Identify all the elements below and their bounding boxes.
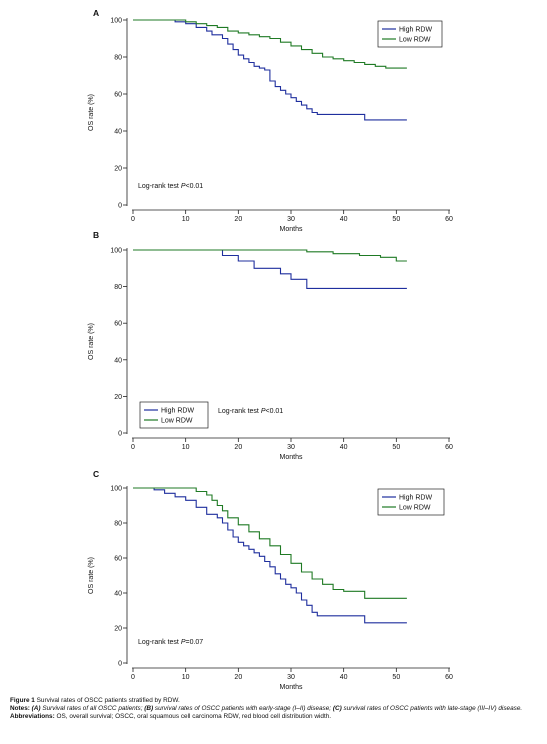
x-tick-label: 60	[445, 216, 453, 223]
x-axis-label: Months	[280, 684, 303, 690]
legend: High RDW Low RDW	[139, 401, 209, 429]
x-tick-label: 20	[234, 444, 242, 451]
logrank-prefix: Log-rank test	[218, 408, 261, 415]
series-line-low-rdw	[133, 19, 407, 69]
logrank-prefix: Log-rank test	[138, 639, 181, 646]
y-tick-label: 20	[114, 394, 122, 401]
logrank-prefix: Log-rank test	[138, 183, 181, 190]
x-tick-label: 30	[287, 444, 295, 451]
legend-label-low-rdw: Low RDW	[399, 37, 431, 44]
logrank-value: <0.01	[185, 183, 203, 190]
legend-box	[139, 401, 209, 429]
logrank-value: <0.01	[265, 408, 283, 415]
chart-panel-b: B 0 20 40 60 80 100 0 10 20 30 40 50 60 Months OS rate …	[88, 230, 453, 461]
note-b-text: survival rates of OSCC patients with ear…	[153, 705, 333, 713]
y-tick-label: 40	[114, 357, 122, 364]
x-axis-label: Months	[280, 454, 303, 461]
series-line-low-rdw	[133, 249, 407, 262]
panel-letter: A	[93, 8, 99, 18]
note-a-text: Survival rates of all OSCC patients;	[40, 705, 145, 713]
legend-label-low-rdw: Low RDW	[161, 418, 193, 425]
x-tick-label: 10	[182, 444, 190, 451]
x-tick-label: 20	[234, 216, 242, 223]
x-tick-label: 10	[182, 216, 190, 223]
series-line-low-rdw	[133, 487, 407, 599]
y-tick-label: 60	[114, 321, 122, 328]
legend-label-high-rdw: High RDW	[161, 408, 194, 415]
figure-caption: Figure 1 Survival rates of OSCC patients…	[10, 697, 540, 722]
abbreviations-label: Abbreviations:	[10, 713, 55, 721]
series-line-high-rdw	[133, 19, 407, 121]
x-tick-label: 60	[445, 444, 453, 451]
y-tick-label: 80	[114, 521, 122, 528]
legend-label-low-rdw: Low RDW	[399, 505, 431, 512]
panel-letter: C	[93, 469, 99, 479]
caption-title-line: Figure 1 Survival rates of OSCC patients…	[10, 697, 540, 705]
legend-box	[377, 20, 443, 48]
y-tick-label: 80	[114, 284, 122, 291]
y-tick-label: 20	[114, 166, 122, 173]
y-tick-label: 60	[114, 92, 122, 99]
x-tick-label: 40	[340, 674, 348, 681]
y-tick-label: 0	[118, 431, 122, 438]
y-axis-label: OS rate (%)	[88, 323, 95, 360]
note-b-letter: (B)	[144, 705, 154, 713]
caption-abbreviations: Abbreviations: OS, overall survival; OSC…	[10, 713, 540, 721]
y-axis-label: OS rate (%)	[88, 94, 95, 131]
legend-label-high-rdw: High RDW	[399, 27, 432, 34]
x-tick-label: 50	[392, 444, 400, 451]
logrank-annotation: Log-rank test P<0.01	[218, 408, 283, 415]
x-axis-label: Months	[280, 226, 303, 233]
x-tick-label: 60	[445, 674, 453, 681]
notes-label: Notes:	[10, 705, 30, 713]
legend: High RDW Low RDW	[377, 488, 445, 516]
series-line-high-rdw	[133, 487, 407, 624]
x-tick-label: 0	[131, 674, 135, 681]
chart-panel-c: C 0 20 40 60 80 100 0 10 20 30 40 50 60 Months OS rate …	[88, 469, 453, 690]
y-tick-label: 0	[118, 203, 122, 210]
logrank-p: P	[181, 183, 186, 190]
x-tick-label: 40	[340, 444, 348, 451]
y-tick-label: 40	[114, 129, 122, 136]
panel-letter: B	[93, 230, 99, 240]
y-axis-label: OS rate (%)	[88, 557, 95, 594]
note-c-text: survival rates of OSCC patients with lat…	[341, 705, 523, 713]
x-tick-label: 0	[131, 444, 135, 451]
x-tick-label: 0	[131, 216, 135, 223]
figure-label: Figure 1	[10, 697, 35, 704]
x-tick-label: 30	[287, 674, 295, 681]
logrank-value: =0.07	[185, 639, 203, 646]
legend: High RDW Low RDW	[377, 20, 443, 48]
x-tick-label: 10	[182, 674, 190, 681]
logrank-annotation: Log-rank test P<0.01	[138, 183, 203, 190]
x-tick-label: 50	[392, 216, 400, 223]
y-tick-label: 100	[110, 18, 122, 25]
logrank-p: P	[181, 639, 186, 646]
abbreviations-text: OS, overall survival; OSCC, oral squamou…	[56, 713, 332, 721]
chart-panel-a: A 0 20 40 60 80 100 0 10 20 30 40 50 60 Months OS rate …	[88, 8, 453, 233]
y-tick-label: 100	[110, 486, 122, 493]
note-a-letter: (A)	[31, 705, 41, 713]
x-tick-label: 20	[234, 674, 242, 681]
y-tick-label: 80	[114, 55, 122, 62]
legend-label-high-rdw: High RDW	[399, 495, 432, 502]
legend-box	[377, 488, 445, 516]
x-tick-label: 30	[287, 216, 295, 223]
series-line-high-rdw	[133, 249, 407, 289]
logrank-annotation: Log-rank test P=0.07	[138, 639, 203, 646]
y-tick-label: 100	[110, 248, 122, 255]
y-tick-label: 40	[114, 591, 122, 598]
figure-text: Survival rates of OSCC patients stratifi…	[36, 697, 180, 704]
x-tick-label: 50	[392, 674, 400, 681]
caption-notes: Notes: (A) Survival rates of all OSCC pa…	[10, 705, 540, 713]
y-tick-label: 20	[114, 626, 122, 633]
y-tick-label: 0	[118, 661, 122, 668]
y-tick-label: 60	[114, 556, 122, 563]
logrank-p: P	[261, 408, 266, 415]
x-tick-label: 40	[340, 216, 348, 223]
note-c-letter: (C)	[332, 705, 342, 713]
